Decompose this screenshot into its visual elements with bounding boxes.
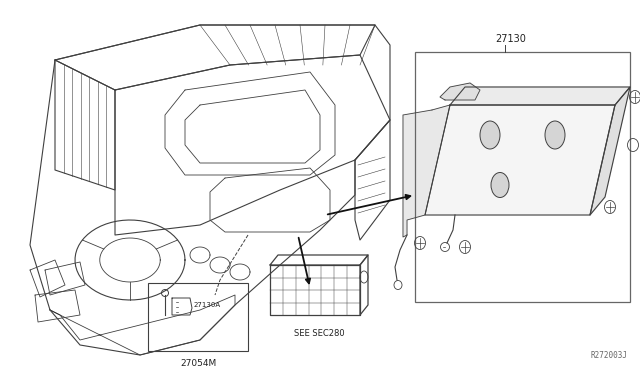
Text: 27130: 27130 [495,34,526,44]
Polygon shape [403,105,450,237]
Text: SEE SEC280: SEE SEC280 [294,328,344,337]
Ellipse shape [545,121,565,149]
Text: R272003J: R272003J [591,351,628,360]
Polygon shape [425,105,615,215]
Ellipse shape [491,173,509,198]
Polygon shape [590,87,630,215]
Bar [148,283,248,351]
Polygon shape [450,87,630,105]
Ellipse shape [480,121,500,149]
Text: 27130A: 27130A [194,302,221,308]
Text: 27054M: 27054M [180,359,216,368]
Polygon shape [440,83,480,100]
Bar [415,52,630,302]
